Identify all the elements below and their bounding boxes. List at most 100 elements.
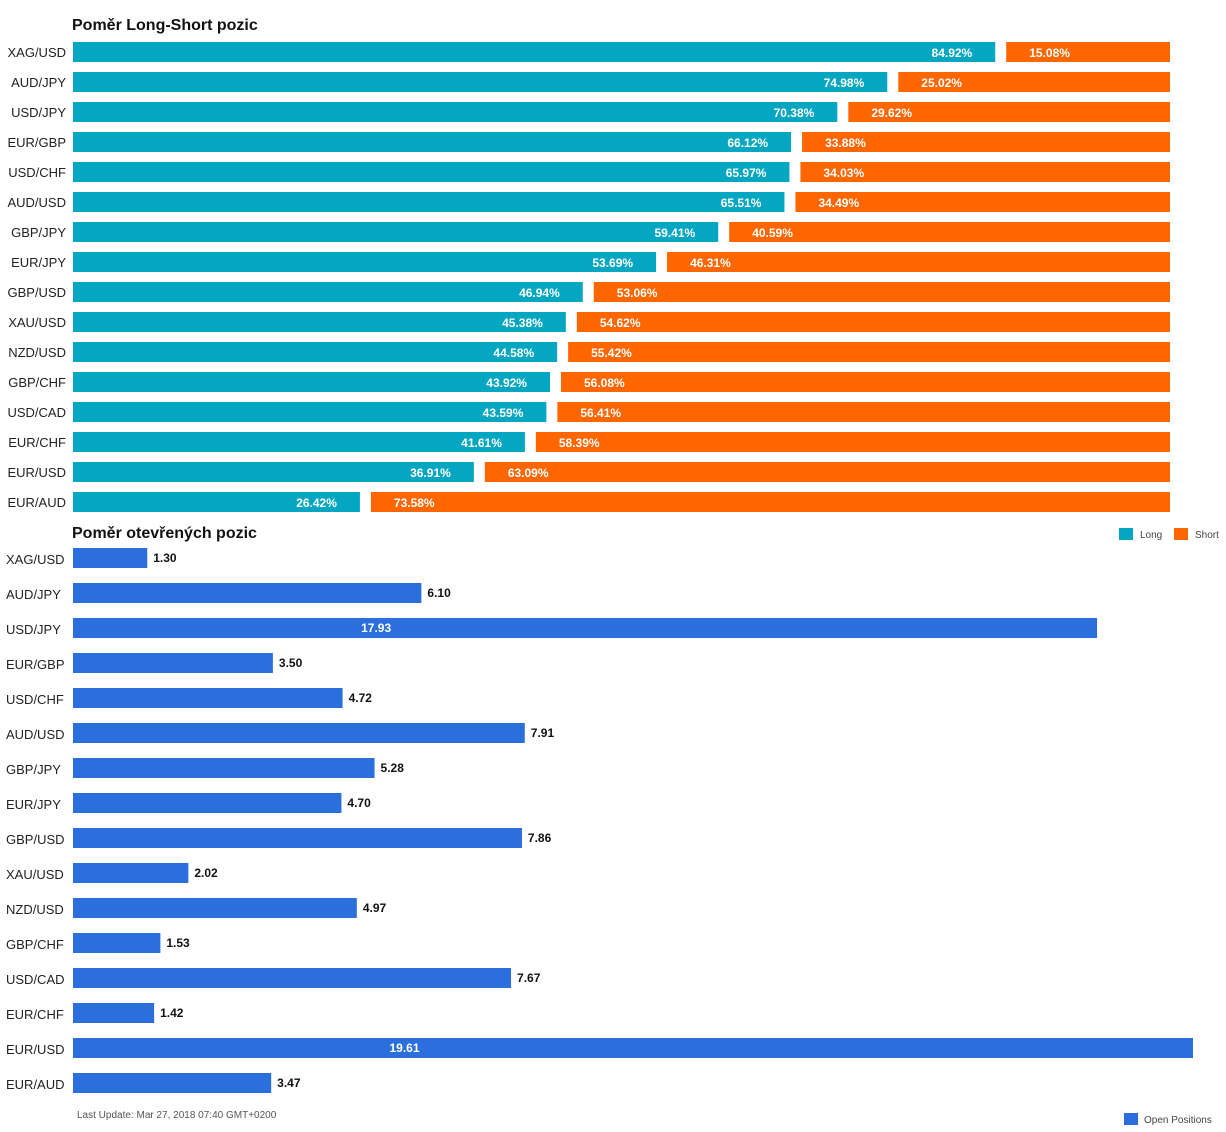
short-bar [848, 102, 1170, 122]
legend-open-positions: Open Positions [1124, 1113, 1212, 1126]
legend-open-label: Open Positions [1144, 1115, 1212, 1126]
short-bar [800, 162, 1170, 182]
short-value-label: 34.03% [823, 166, 864, 180]
short-value-label: 55.42% [591, 346, 632, 360]
short-bar [535, 432, 1170, 452]
legend-short-label: Short [1195, 530, 1219, 541]
op-category-label: USD/CAD [6, 972, 65, 987]
ls-category-label: EUR/GBP [7, 135, 66, 150]
long-bar [73, 402, 547, 422]
long-value-label: 53.69% [592, 256, 633, 270]
long-bar [73, 462, 474, 482]
long-value-label: 36.91% [410, 466, 451, 480]
short-value-label: 54.62% [600, 316, 641, 330]
op-category-label: NZD/USD [6, 902, 64, 917]
op-category-label: XAU/USD [6, 867, 64, 882]
chart1-title: Poměr Long-Short pozic [72, 17, 258, 34]
long-value-label: 44.58% [493, 346, 534, 360]
open-positions-bar [73, 968, 512, 988]
open-positions-bar [73, 828, 522, 848]
short-value-label: 63.09% [508, 466, 549, 480]
op-category-label: EUR/CHF [6, 1007, 64, 1022]
op-category-label: AUD/USD [6, 727, 65, 742]
long-bar [73, 42, 996, 62]
open-positions-bar [73, 583, 422, 603]
short-bar [795, 192, 1170, 212]
long-value-label: 43.59% [483, 406, 524, 420]
op-category-label: EUR/USD [6, 1042, 65, 1057]
long-value-label: 65.51% [721, 196, 762, 210]
op-category-label: USD/JPY [6, 622, 61, 637]
short-value-label: 40.59% [752, 226, 793, 240]
short-bar [560, 372, 1170, 392]
short-value-label: 33.88% [825, 136, 866, 150]
long-value-label: 26.42% [296, 496, 337, 510]
short-bar [898, 72, 1170, 92]
open-positions-bar [73, 793, 342, 813]
ls-category-label: EUR/USD [7, 465, 66, 480]
long-bar [73, 72, 888, 92]
open-value-label: 4.72 [349, 691, 373, 705]
open-value-label: 7.67 [517, 971, 541, 985]
open-value-label: 7.91 [531, 726, 555, 740]
open-positions-bar [73, 898, 357, 918]
short-value-label: 25.02% [921, 76, 962, 90]
legend-open-swatch [1124, 1113, 1138, 1125]
open-value-label: 1.30 [153, 551, 177, 565]
op-category-label: USD/CHF [6, 692, 64, 707]
long-value-label: 66.12% [727, 136, 768, 150]
short-bar [729, 222, 1170, 242]
long-value-label: 41.61% [461, 436, 502, 450]
long-value-label: 65.97% [726, 166, 767, 180]
ls-category-label: EUR/AUD [7, 495, 66, 510]
open-positions-bar [73, 723, 525, 743]
long-bar [73, 432, 525, 452]
short-bar [370, 492, 1170, 512]
short-value-label: 56.41% [580, 406, 621, 420]
open-positions-bar [73, 1003, 155, 1023]
long-value-label: 84.92% [932, 46, 973, 60]
short-bar [1006, 42, 1170, 62]
long-bar [73, 132, 792, 152]
short-bar [593, 282, 1170, 302]
long-bar [73, 162, 790, 182]
open-value-label: 1.42 [160, 1006, 184, 1020]
chart2-title: Poměr otevřených pozic [72, 525, 257, 542]
short-value-label: 53.06% [617, 286, 658, 300]
last-update-text: Last Update: Mar 27, 2018 07:40 GMT+0200 [77, 1110, 277, 1121]
open-positions-bar [73, 863, 189, 883]
legend-short-swatch [1174, 528, 1188, 540]
ls-category-label: NZD/USD [8, 345, 66, 360]
open-positions-bar [73, 548, 148, 568]
short-value-label: 34.49% [818, 196, 859, 210]
long-bar [73, 372, 550, 392]
long-value-label: 74.98% [824, 76, 865, 90]
short-value-label: 58.39% [559, 436, 600, 450]
legend-long-swatch [1119, 528, 1133, 540]
open-value-label: 6.10 [427, 586, 451, 600]
long-bar [73, 252, 657, 272]
ls-category-label: AUD/USD [7, 195, 66, 210]
open-positions-bar [73, 618, 1098, 638]
open-value-label: 7.86 [528, 831, 552, 845]
ls-category-label: GBP/JPY [11, 225, 66, 240]
long-bar [73, 342, 558, 362]
op-category-label: EUR/GBP [6, 657, 65, 672]
short-bar [484, 462, 1170, 482]
short-value-label: 73.58% [394, 496, 435, 510]
op-category-label: GBP/JPY [6, 762, 61, 777]
legend-long-short: Long Short [1119, 528, 1219, 541]
long-bar [73, 312, 566, 332]
long-bar [73, 192, 785, 212]
short-value-label: 56.08% [584, 376, 625, 390]
ls-category-label: EUR/CHF [8, 435, 66, 450]
open-value-label: 19.61 [390, 1041, 420, 1055]
short-value-label: 46.31% [690, 256, 731, 270]
long-short-chart: XAG/USD 84.92% 15.08% AUD/JPY 74.98% 25.02% US… [7, 42, 1170, 512]
long-value-label: 45.38% [502, 316, 543, 330]
open-value-label: 1.53 [166, 936, 190, 950]
short-value-label: 29.62% [871, 106, 912, 120]
ls-category-label: GBP/CHF [8, 375, 66, 390]
ls-category-label: USD/CHF [8, 165, 66, 180]
short-bar [576, 312, 1170, 332]
